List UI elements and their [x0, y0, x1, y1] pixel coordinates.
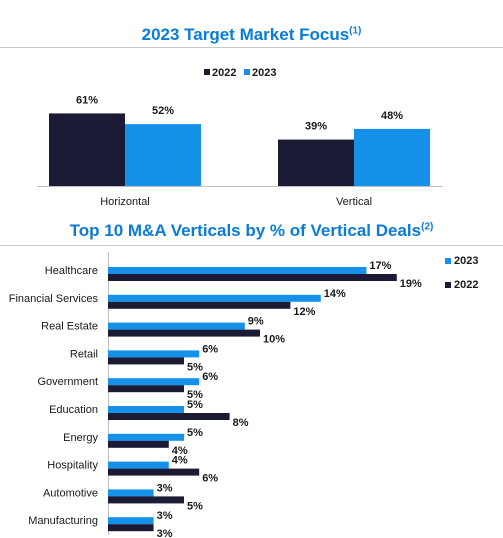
legend1-label-2022: 2022 [212, 67, 236, 79]
legend2-swatch-2022 [445, 282, 451, 288]
chart2-data-label-2022-energy: 4% [172, 445, 188, 457]
chart2-bar-2022-automotive [108, 496, 184, 504]
chart1-data-label-2022-vertical: 39% [305, 121, 327, 133]
chart2-bar-2023-retail [108, 350, 200, 358]
chart1-data-label-2023-vertical: 48% [381, 110, 403, 122]
chart2-data-label-2022-education: 8% [233, 417, 249, 429]
chart1-top-rule [0, 47, 503, 48]
legend2-label-2023: 2023 [454, 255, 478, 267]
chart2-category-label-real-estate: Real Estate [41, 321, 98, 333]
chart2-category-label-education: Education [49, 404, 98, 416]
chart2-bar-2023-education [108, 406, 184, 413]
chart2-data-label-2022-automotive: 5% [187, 500, 203, 512]
chart1-data-label-2023-horizontal: 52% [152, 105, 174, 117]
chart2-data-label-2022-financial-services: 12% [293, 306, 315, 318]
chart2-category-label-healthcare: Healthcare [45, 265, 98, 277]
chart2-data-label-2023-government: 6% [202, 371, 218, 383]
chart2-data-label-2022-retail: 5% [187, 361, 203, 373]
chart2-bar-2022-hospitality [108, 468, 200, 476]
chart2-bar-2022-financial-services [108, 301, 291, 309]
chart2-bar-2022-real-estate [108, 329, 260, 337]
chart2-bar-2022-healthcare [108, 274, 397, 281]
chart2-data-label-2023-energy: 5% [187, 427, 203, 439]
chart2-data-label-2023-education: 5% [187, 399, 203, 411]
chart1-data-label-2022-horizontal: 61% [76, 94, 98, 106]
legend2-label-2022: 2022 [454, 279, 478, 291]
legend1-swatch-2023 [244, 69, 250, 75]
chart2-top-rule [0, 245, 503, 246]
chart2-bar-2022-manufacturing [108, 524, 154, 532]
chart2-bar-2023-real-estate [108, 322, 245, 330]
chart2-bar-2023-hospitality [108, 461, 169, 469]
chart2-bar-2023-automotive [108, 489, 154, 497]
chart1-title-footnote: (1) [349, 25, 362, 37]
chart1-category-label-vertical: Vertical [336, 196, 372, 208]
legend2-swatch-2023 [445, 258, 451, 264]
chart2-bar-2023-energy [108, 433, 184, 441]
chart2-data-label-2023-automotive: 3% [157, 482, 173, 494]
chart2-category-label-retail: Retail [70, 348, 98, 360]
chart2-category-label-manufacturing: Manufacturing [28, 515, 98, 527]
chart2-data-label-2023-hospitality: 4% [172, 455, 188, 467]
chart2-data-label-2022-hospitality: 6% [202, 473, 218, 485]
chart2-data-label-2023-financial-services: 14% [324, 288, 346, 300]
chart2-bar-2023-financial-services [108, 294, 321, 302]
chart2-title-footnote: (2) [421, 221, 434, 233]
legend1-swatch-2022 [204, 69, 210, 75]
chart1-bar-2023-vertical [354, 128, 430, 186]
chart2-data-label-2023-manufacturing: 3% [157, 510, 173, 522]
chart2-category-label-government: Government [37, 376, 98, 388]
chart1-category-label-horizontal: Horizontal [100, 196, 150, 208]
chart2-bar-2023-government [108, 378, 200, 386]
chart2-category-label-hospitality: Hospitality [47, 460, 98, 472]
chart1-bar-2022-horizontal [49, 113, 125, 186]
chart2-title-text: Top 10 M&A Verticals by % of Vertical De… [69, 221, 422, 240]
chart1-title-text: 2023 Target Market Focus [141, 25, 350, 44]
chart2-category-label-energy: Energy [63, 432, 98, 444]
chart2-bar-2022-energy [108, 440, 169, 448]
chart1-bar-2022-vertical [278, 139, 354, 186]
chart2-data-label-2022-healthcare: 19% [400, 278, 422, 290]
legend1-label-2023: 2023 [252, 67, 276, 79]
chart2-category-label-automotive: Automotive [43, 487, 98, 499]
chart2-bar-2022-retail [108, 357, 184, 365]
chart2-data-label-2022-manufacturing: 3% [157, 528, 173, 538]
chart2-title: Top 10 M&A Verticals by % of Vertical De… [0, 221, 503, 241]
chart2-bar-2023-healthcare [108, 267, 367, 274]
chart1-bar-2023-horizontal [125, 124, 201, 186]
chart2-data-label-2023-retail: 6% [202, 343, 218, 355]
chart2-bar-2023-manufacturing [108, 517, 154, 525]
chart2-data-label-2023-real-estate: 9% [248, 316, 264, 328]
chart2-data-label-2022-government: 5% [187, 389, 203, 401]
chart2-bar-2022-government [108, 385, 184, 393]
chart2-bar-2022-education [108, 413, 230, 420]
chart1-title: 2023 Target Market Focus(1) [0, 25, 503, 45]
chart2-data-label-2022-real-estate: 10% [263, 334, 285, 346]
chart2-category-label-financial-services: Financial Services [9, 293, 99, 305]
chart2-data-label-2023-healthcare: 17% [369, 260, 391, 272]
